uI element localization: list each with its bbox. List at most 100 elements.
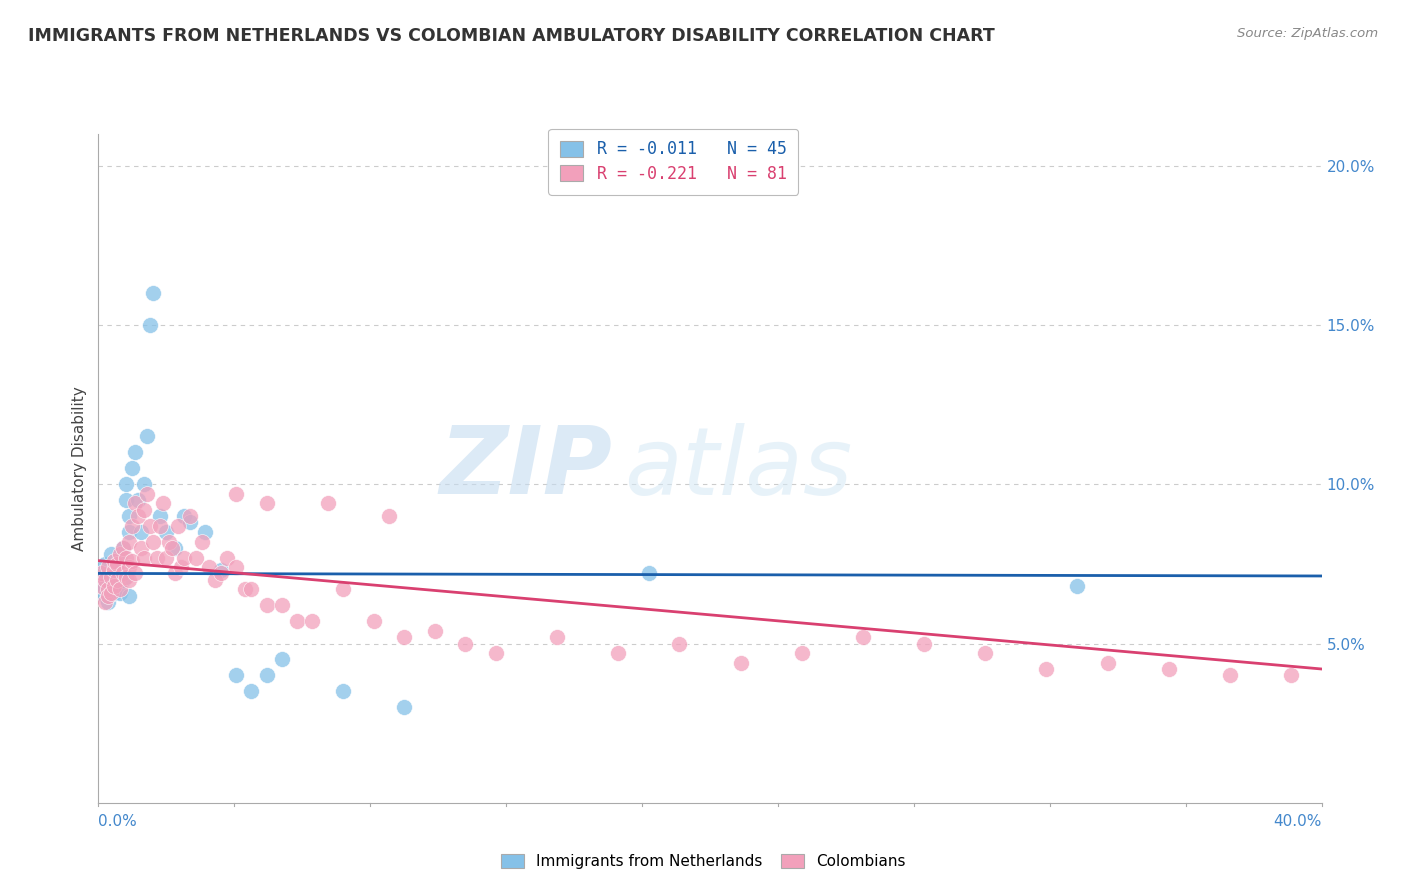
Point [215,550,238,565]
Point [118,534,141,549]
Point [134,502,156,516]
Point [139,318,162,332]
Point [233,582,256,597]
Point [103,563,125,577]
Point [145,550,167,565]
Point [637,566,661,581]
Point [124,496,146,510]
Point [316,496,339,510]
Point [108,585,131,599]
Point [730,656,752,670]
Point [111,566,134,581]
Point [160,541,183,555]
Point [108,554,131,568]
Point [485,646,508,660]
Point [139,518,162,533]
Point [105,573,128,587]
Point [163,566,186,581]
Point [111,573,134,587]
Point [103,560,125,574]
Point [97,573,120,587]
Point [100,579,122,593]
Point [149,518,172,533]
Point [392,630,416,644]
Point [90,566,112,581]
Point [209,563,232,577]
Point [179,509,201,524]
Point [93,557,115,571]
Point [97,560,120,574]
Point [111,541,134,555]
Point [240,684,263,698]
Point [157,534,180,549]
Point [93,595,115,609]
Point [121,518,143,533]
Point [105,576,128,591]
Point [124,445,146,459]
Point [155,524,177,539]
Point [607,646,630,660]
Point [173,550,195,565]
Point [100,585,122,599]
Point [332,582,354,597]
Point [197,560,219,574]
Point [129,541,152,555]
Point [285,614,308,628]
Point [209,566,232,581]
Point [301,614,323,628]
Point [134,477,156,491]
Point [93,589,115,603]
Point [90,579,112,593]
Point [256,496,278,510]
Point [149,509,172,524]
Point [90,579,112,593]
Point [163,541,186,555]
Point [142,534,165,549]
Point [115,550,138,565]
Point [852,630,875,644]
Point [115,493,138,508]
Point [423,624,446,638]
Point [225,487,247,501]
Point [118,509,141,524]
Point [1219,668,1241,682]
Point [332,684,354,698]
Point [127,509,149,524]
Point [179,516,201,530]
Point [108,582,131,597]
Point [129,524,152,539]
Point [167,518,190,533]
Y-axis label: Ambulatory Disability: Ambulatory Disability [72,386,87,550]
Point [103,569,125,583]
Point [124,566,146,581]
Point [100,547,122,561]
Point [1035,662,1057,676]
Point [111,541,134,555]
Point [378,509,401,524]
Point [204,573,226,587]
Point [97,589,120,603]
Point [1066,579,1088,593]
Text: atlas: atlas [624,423,852,514]
Point [121,461,143,475]
Point [225,560,247,574]
Point [103,554,125,568]
Legend: Immigrants from Netherlands, Colombians: Immigrants from Netherlands, Colombians [495,848,911,875]
Point [790,646,813,660]
Point [256,668,278,682]
Point [136,429,159,443]
Point [152,496,174,510]
Point [115,477,138,491]
Point [912,636,935,650]
Point [115,569,138,583]
Point [668,636,690,650]
Point [136,487,159,501]
Point [155,550,177,565]
Point [392,700,416,714]
Point [118,560,141,574]
Point [546,630,568,644]
Point [1279,668,1302,682]
Point [240,582,263,597]
Point [191,534,214,549]
Point [105,557,128,571]
